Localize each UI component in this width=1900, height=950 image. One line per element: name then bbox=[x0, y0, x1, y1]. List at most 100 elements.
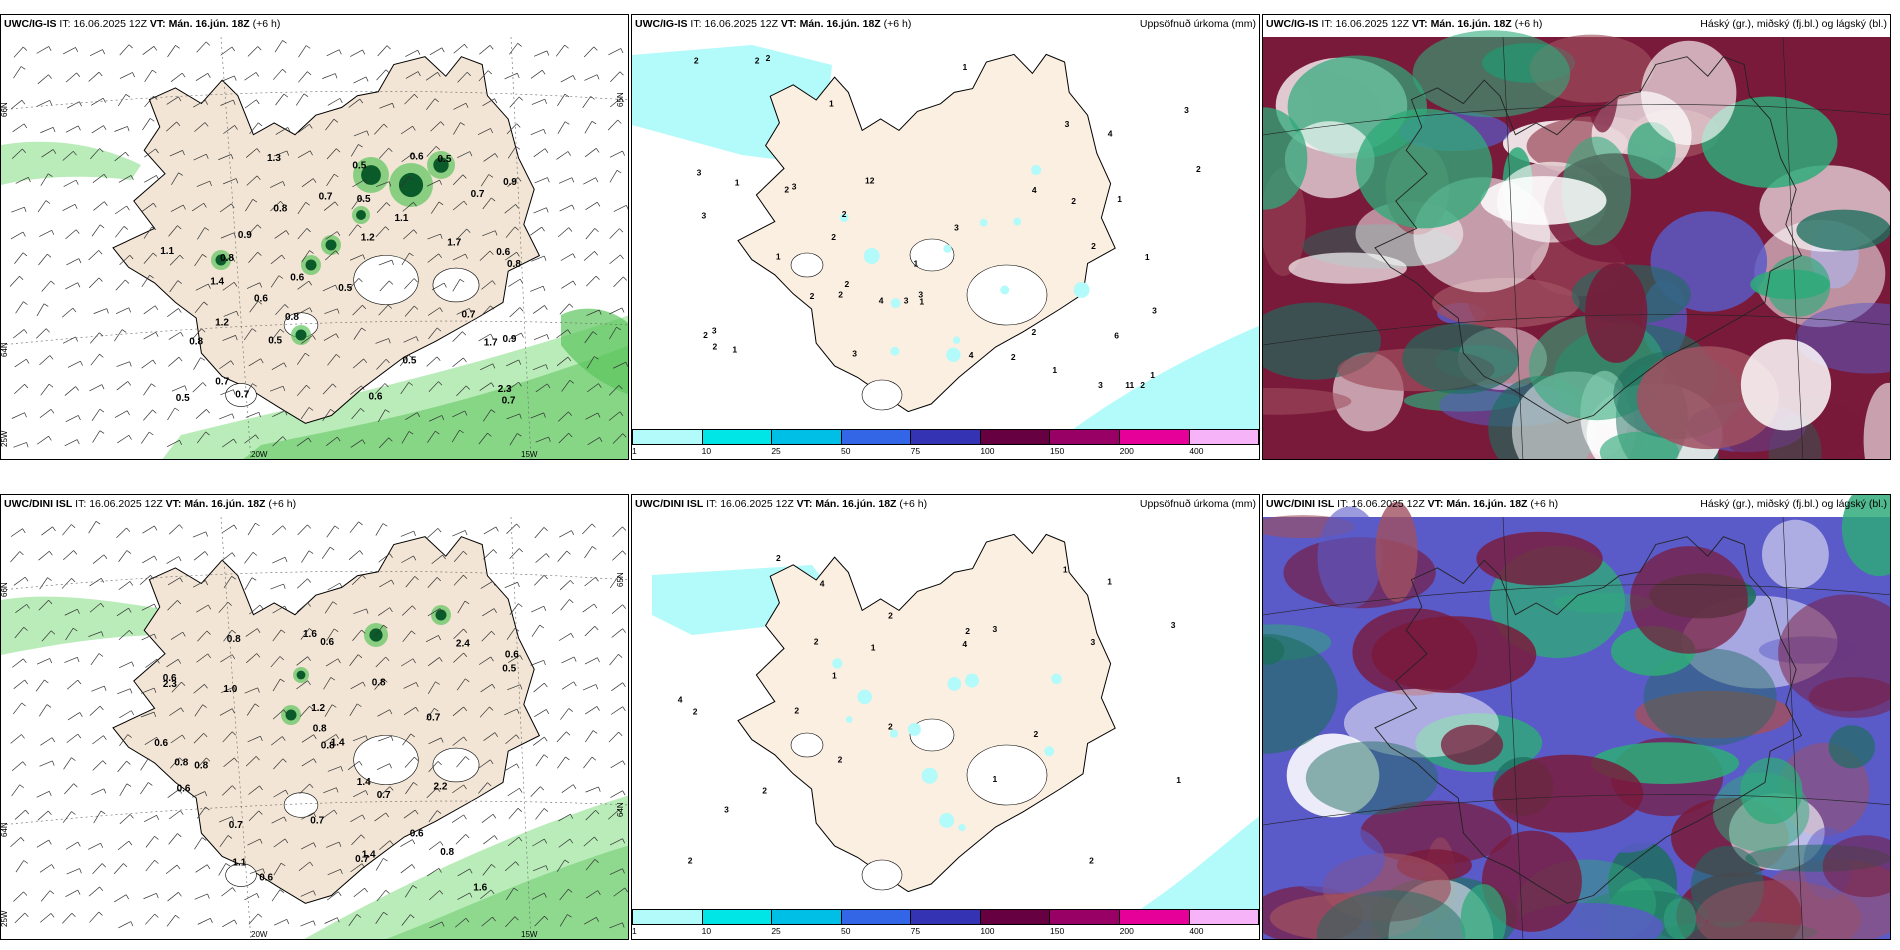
wind-barb bbox=[608, 731, 623, 743]
wind-barb bbox=[196, 604, 212, 613]
colorbar-tick: 25 bbox=[771, 926, 781, 936]
wind-barb bbox=[92, 863, 106, 874]
wind-barb bbox=[557, 93, 570, 107]
glacier bbox=[790, 252, 824, 278]
wind-barb bbox=[374, 812, 390, 822]
graticule bbox=[1263, 794, 1890, 826]
precip-spot bbox=[1013, 217, 1022, 226]
colorbar-swatch bbox=[980, 910, 1051, 924]
wind-barb bbox=[65, 841, 81, 850]
wind-barb bbox=[585, 810, 600, 821]
wind-value-label: 1.6 bbox=[473, 882, 487, 893]
model-name: UWC/DINI ISL bbox=[635, 498, 704, 510]
wind-barb bbox=[197, 630, 211, 642]
wind-barb bbox=[426, 356, 441, 367]
wind-barb bbox=[479, 382, 495, 391]
wind-barb bbox=[405, 412, 421, 420]
wind-value-label: 0.8 bbox=[440, 847, 454, 858]
precip-value-label: 2 bbox=[831, 232, 836, 242]
wind-barb bbox=[300, 407, 314, 420]
precip-core bbox=[305, 259, 317, 271]
wind-barb bbox=[144, 175, 160, 183]
wind-barb bbox=[427, 608, 443, 617]
wind-barb bbox=[324, 917, 340, 924]
wind-barb bbox=[66, 679, 82, 690]
wind-barb bbox=[478, 782, 492, 794]
wind-barb bbox=[429, 890, 444, 901]
wind-barb bbox=[12, 702, 26, 715]
wind-barb bbox=[272, 436, 287, 447]
wind-barb bbox=[13, 679, 29, 689]
glacier bbox=[283, 792, 319, 818]
wind-barb bbox=[478, 333, 494, 342]
glacier bbox=[790, 732, 824, 758]
wind-barb bbox=[62, 524, 76, 536]
panel-header: UWC/DINI ISL IT: 16.06.2025 12Z VT: Mán.… bbox=[1263, 495, 1890, 517]
wind-value-label: 1.1 bbox=[395, 213, 409, 224]
wind-barb bbox=[194, 254, 207, 267]
grid-label: 66N bbox=[1, 582, 9, 597]
it-value: 16.06.2025 12Z bbox=[1335, 18, 1409, 30]
wind-barb bbox=[584, 74, 600, 81]
colorbar-swatch bbox=[1119, 910, 1190, 924]
wind-barb bbox=[323, 677, 336, 690]
wind-barb bbox=[611, 682, 626, 692]
wind-barb bbox=[247, 838, 263, 846]
wind-barb bbox=[39, 229, 55, 237]
wind-barb bbox=[326, 173, 339, 186]
wind-barb bbox=[114, 151, 129, 162]
iceland-outline bbox=[1374, 536, 1803, 904]
vt-label: VT: bbox=[1411, 18, 1428, 30]
precip-value-label: 3 bbox=[993, 624, 998, 634]
wind-value-label: 1.7 bbox=[447, 237, 461, 248]
wind-barb bbox=[531, 255, 547, 262]
wind-barb bbox=[145, 913, 159, 925]
wind-value-label: 0.7 bbox=[355, 854, 369, 865]
wind-barb bbox=[36, 303, 49, 317]
colorbar-tick: 50 bbox=[841, 446, 851, 456]
wind-barb bbox=[609, 922, 625, 929]
wind-barb bbox=[88, 631, 104, 637]
wind-barb bbox=[118, 921, 134, 929]
wind-barb bbox=[349, 254, 366, 261]
wind-barb bbox=[38, 600, 53, 611]
wind-barb bbox=[88, 250, 103, 261]
wind-barb bbox=[402, 202, 417, 212]
wind-value-label: 0.8 bbox=[313, 724, 327, 735]
precip-value-label: 3 bbox=[918, 289, 923, 299]
wind-barb bbox=[11, 148, 26, 159]
wind-barb bbox=[165, 864, 181, 874]
colorbar-swatch bbox=[702, 430, 773, 444]
wind-barb bbox=[296, 602, 312, 613]
wind-barb bbox=[403, 706, 419, 716]
wind-barb bbox=[275, 93, 289, 106]
precip-value-label: 2 bbox=[794, 706, 799, 716]
cloud-region bbox=[1599, 431, 1679, 459]
wind-barb bbox=[271, 736, 286, 746]
precip-value-label: 2 bbox=[845, 279, 850, 289]
wind-barb bbox=[609, 654, 623, 666]
wind-barb bbox=[404, 305, 419, 317]
wind-barb bbox=[352, 179, 368, 188]
wind-barb bbox=[246, 282, 263, 289]
colorbar-tick: 100 bbox=[980, 926, 995, 936]
grid-label: 25W bbox=[1, 430, 9, 447]
wind-barb bbox=[351, 834, 365, 846]
wind-barb bbox=[193, 357, 206, 370]
wind-barb bbox=[13, 46, 28, 58]
wind-barb bbox=[246, 703, 260, 716]
wind-value-label: 0.7 bbox=[319, 192, 333, 203]
wind-barb bbox=[15, 177, 31, 184]
wind-barb bbox=[481, 813, 497, 823]
colorbar-tick: 200 bbox=[1119, 446, 1134, 456]
wind-value-label: 0.6 bbox=[254, 294, 268, 305]
cloud-region bbox=[1281, 823, 1385, 894]
wind-barb bbox=[611, 604, 627, 615]
wind-barb bbox=[324, 734, 340, 743]
wind-barb bbox=[352, 629, 366, 641]
wind-barb bbox=[505, 887, 519, 901]
wind-barb bbox=[297, 228, 311, 240]
precip-spot bbox=[845, 716, 853, 723]
wind-barb bbox=[455, 834, 470, 845]
